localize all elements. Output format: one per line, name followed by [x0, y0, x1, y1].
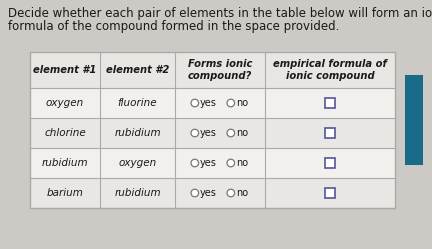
Text: empirical formula of
ionic compound: empirical formula of ionic compound — [273, 59, 387, 81]
Text: yes: yes — [200, 188, 217, 198]
Text: yes: yes — [200, 98, 217, 108]
Bar — [30, 148, 395, 178]
Text: yes: yes — [200, 128, 217, 138]
Circle shape — [191, 189, 199, 197]
Text: rubidium: rubidium — [41, 158, 88, 168]
Text: element #2: element #2 — [106, 65, 169, 75]
Text: no: no — [236, 188, 248, 198]
Text: Forms ionic
compound?: Forms ionic compound? — [188, 59, 252, 81]
Text: no: no — [236, 98, 248, 108]
Circle shape — [191, 99, 199, 107]
Text: formula of the compound formed in the space provided.: formula of the compound formed in the sp… — [8, 20, 340, 33]
Circle shape — [227, 159, 235, 167]
Circle shape — [227, 189, 235, 197]
Text: rubidium: rubidium — [114, 188, 161, 198]
Text: rubidium: rubidium — [114, 128, 161, 138]
Circle shape — [227, 99, 235, 107]
Text: oxygen: oxygen — [118, 158, 157, 168]
Circle shape — [191, 159, 199, 167]
Text: chlorine: chlorine — [44, 128, 86, 138]
Bar — [325, 98, 335, 108]
Bar — [325, 158, 335, 168]
Bar — [30, 52, 395, 208]
Bar — [30, 52, 395, 88]
Text: barium: barium — [47, 188, 83, 198]
Text: no: no — [236, 158, 248, 168]
Bar — [30, 178, 395, 208]
Bar — [405, 75, 423, 165]
Text: element #1: element #1 — [33, 65, 97, 75]
Text: Decide whether each pair of elements in the table below will form an ionic c: Decide whether each pair of elements in … — [8, 7, 432, 20]
Text: fluorine: fluorine — [118, 98, 157, 108]
Bar — [325, 128, 335, 138]
Bar — [325, 188, 335, 198]
Text: yes: yes — [200, 158, 217, 168]
Text: oxygen: oxygen — [46, 98, 84, 108]
Bar — [30, 118, 395, 148]
Bar — [30, 88, 395, 118]
Circle shape — [191, 129, 199, 137]
Bar — [30, 52, 395, 208]
Text: no: no — [236, 128, 248, 138]
Circle shape — [227, 129, 235, 137]
